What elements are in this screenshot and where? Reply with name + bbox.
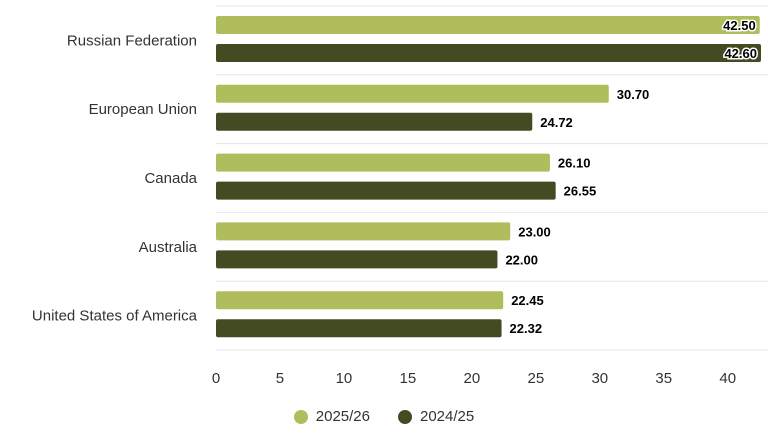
bar-2024-25-united-states-of-america[interactable] <box>216 319 502 338</box>
bar-chart: Russian Federation 42.50 42.60 European Uni… <box>32 5 768 387</box>
x-tick-label: 20 <box>464 370 481 387</box>
legend-label-2025-26: 2025/26 <box>315 408 370 425</box>
bar-2024-25-canada[interactable] <box>216 181 556 200</box>
legend-item-2024-25[interactable]: 2024/25 <box>398 408 474 425</box>
bar-2024-25-russian-federation[interactable] <box>216 44 761 62</box>
data-label-2024-25-european-union: 24.72 <box>540 115 573 130</box>
x-tick-label: 5 <box>276 370 284 387</box>
bar-2025-26-european-union[interactable] <box>216 84 609 103</box>
legend-label-2024-25: 2024/25 <box>420 408 475 425</box>
bar-2025-26-united-states-of-america[interactable] <box>216 291 504 310</box>
category-label-australia: Australia <box>139 239 198 256</box>
category-label-european-union: European Union <box>89 101 197 118</box>
data-label-2024-25-united-states-of-america: 22.32 <box>510 321 543 336</box>
bar-2025-26-russian-federation[interactable] <box>216 16 760 34</box>
data-label-2025-26-australia: 23.00 <box>518 224 551 239</box>
data-label-2025-26-european-union: 30.70 <box>617 87 650 102</box>
x-tick-label: 30 <box>591 370 608 387</box>
x-tick-label: 15 <box>400 370 417 387</box>
data-label-2024-25-canada: 26.55 <box>564 184 597 199</box>
bar-2025-26-canada[interactable] <box>216 153 550 172</box>
legend-swatch-2025-26 <box>293 409 308 424</box>
x-tick-label: 40 <box>719 370 736 387</box>
chart-legend: 2025/26 2024/25 <box>0 408 768 425</box>
bar-2024-25-european-union[interactable] <box>216 112 533 131</box>
x-tick-label: 10 <box>336 370 353 387</box>
x-tick-label: 25 <box>527 370 544 387</box>
data-label-2025-26-united-states-of-america: 22.45 <box>511 293 544 308</box>
data-label-2025-26-canada: 26.10 <box>558 156 591 171</box>
data-label-2025-26-russian-federation: 42.50 <box>723 18 756 33</box>
category-label-canada: Canada <box>144 170 197 187</box>
x-tick-label: 0 <box>212 370 220 387</box>
bar-2024-25-australia[interactable] <box>216 250 498 269</box>
data-label-2024-25-australia: 22.00 <box>505 252 538 267</box>
data-label-2024-25-russian-federation: 42.60 <box>724 46 757 61</box>
x-tick-label: 35 <box>655 370 672 387</box>
category-label-united-states-of-america: United States of America <box>32 308 198 325</box>
legend-item-2025-26[interactable]: 2025/26 <box>293 408 370 425</box>
legend-swatch-2024-25 <box>398 409 412 424</box>
bar-2025-26-australia[interactable] <box>216 222 511 241</box>
category-label-russian-federation: Russian Federation <box>67 32 197 49</box>
